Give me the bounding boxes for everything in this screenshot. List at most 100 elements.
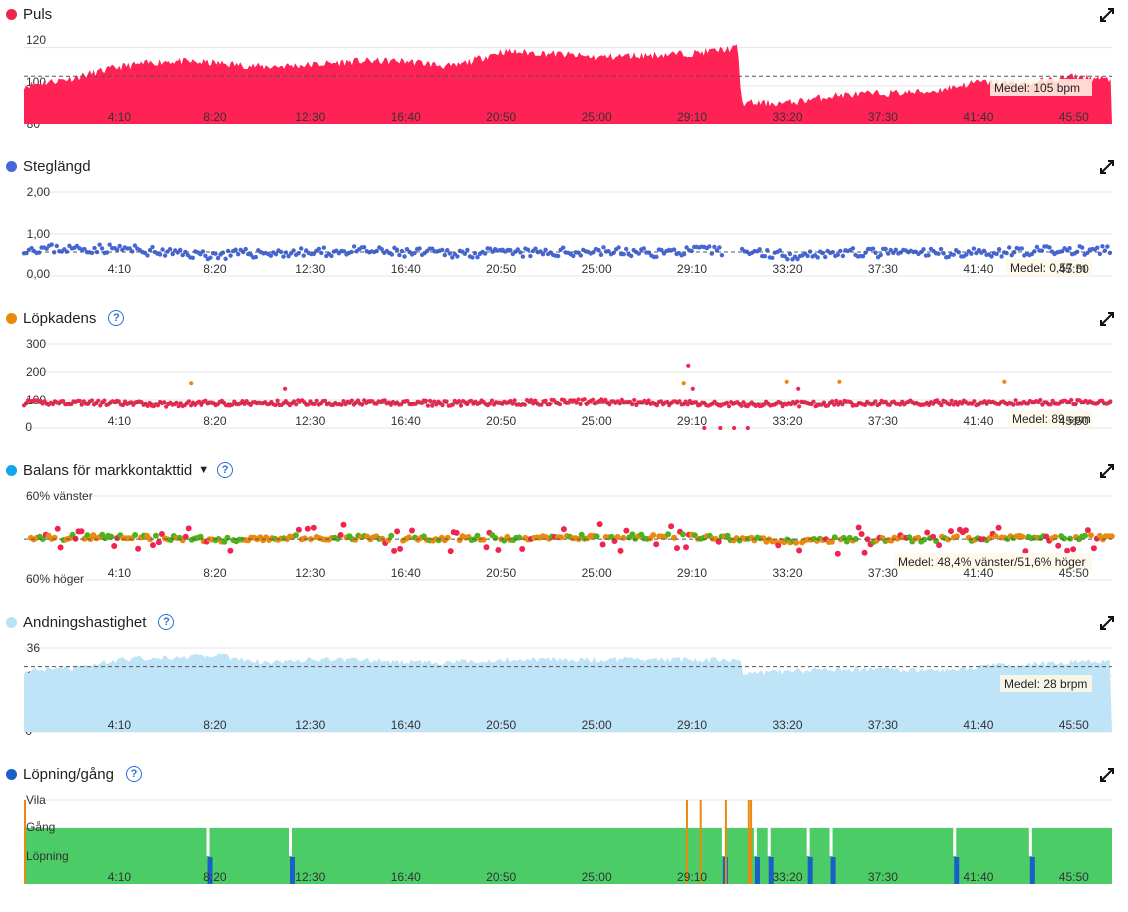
steglangd-point [659,247,664,253]
balans-point [671,534,678,541]
expand-icon[interactable] [1100,464,1114,478]
steglangd-point [104,250,110,255]
y-tick-label: 60% höger [26,572,84,586]
x-tick-label: 12:30 [295,262,325,276]
kadens-point [444,399,449,404]
average-label: Medel: 0,57 m [1010,261,1086,275]
steglangd-point [823,254,828,260]
steglangd-point [89,250,95,256]
steglangd-point [1007,245,1012,250]
x-tick-label: 37:30 [868,870,898,884]
steglangd-point [273,252,279,257]
balans-point [948,528,954,535]
kadens-point [273,402,278,408]
help-icon[interactable]: ? [108,310,125,326]
steglangd-point [533,246,538,251]
kadens-point [230,402,235,407]
steglangd-point [190,255,195,260]
kadens-point [863,402,868,407]
steglangd-point [115,247,120,252]
walk-marker [954,857,960,884]
steglangd-point [442,252,447,258]
kadens-point [533,398,538,403]
balans-point [828,538,835,545]
steglangd-point [508,247,513,253]
andning-panel: Andningshastighet ? 3624120Medel: 28 brp… [0,608,1128,760]
steglangd-point [964,252,969,257]
expand-icon[interactable] [1100,160,1114,174]
balans-point [197,533,204,540]
steglangd-point [616,245,621,250]
help-icon[interactable]: ? [158,614,175,630]
balans-point [715,538,722,545]
balans-point [724,532,731,539]
steglangd-point [684,245,689,250]
x-tick-label: 8:20 [203,110,227,124]
x-tick-label: 29:10 [677,870,707,884]
x-tick-label: 37:30 [868,262,898,276]
kadens-point [681,381,686,386]
steglangd-point [462,251,468,256]
kadens-point [690,386,695,391]
kadens-point [1002,379,1007,384]
steglangd-legend-dot [6,160,17,172]
steglangd-point [765,248,770,253]
andning-area [24,652,1112,732]
steglangd-point [996,247,1002,252]
balans-point [227,547,234,554]
y-tick-label: 120 [26,33,46,47]
walk-gap [721,828,725,856]
lopkadens-chart: 3002001000Medel: 89 spm4:108:2012:3016:4… [21,337,1113,434]
kadens-point [322,398,328,403]
steglangd-point [223,256,228,261]
balans-point [683,544,689,551]
expand-icon[interactable] [1100,312,1114,326]
average-box [894,553,1092,570]
steglangd-point [278,249,284,255]
steglangd-point [54,243,59,249]
steglangd-point [321,245,326,250]
x-tick-label: 8:20 [203,414,227,428]
kadens-point [456,399,462,404]
steglangd-point [286,254,291,259]
x-tick-label: 33:20 [772,870,802,884]
steglangd-point [213,251,218,256]
average-label: Medel: 48,4% vänster/51,6% höger [898,555,1085,569]
dropdown-caret-icon[interactable]: ▼ [198,464,210,476]
lopkadens-legend-dot [6,312,17,324]
balans-point [924,529,931,536]
kadens-point [489,398,495,403]
steglangd-point [611,250,616,256]
steglangd-point [397,252,402,258]
steglangd-point [36,250,42,255]
steglangd-point [243,246,248,252]
x-tick-label: 16:40 [391,870,421,884]
steglangd-point [487,246,493,251]
steglangd-point [351,244,357,249]
y-tick-label: 60% vänster [26,489,93,503]
steglangd-point [571,253,576,259]
x-tick-label: 20:50 [486,262,516,276]
balans-point [352,536,359,543]
kadens-point [784,379,789,384]
expand-icon[interactable] [1100,8,1114,22]
steglangd-point [860,254,866,259]
steglangd-point [787,251,793,257]
lopning-title: Löpning/gång [23,765,114,783]
steglangd-point [117,243,122,249]
kadens-point [654,403,660,408]
steglangd-point [629,253,634,259]
x-tick-label: 8:20 [203,718,227,732]
kadens-point [349,398,354,403]
expand-icon[interactable] [1100,768,1114,782]
steglangd-point [361,245,367,250]
kadens-point [275,398,280,403]
help-icon[interactable]: ? [125,766,142,782]
steglangd-point [1080,245,1085,250]
rest-marker [750,800,753,884]
steglangd-point [994,251,999,257]
expand-icon[interactable] [1100,616,1114,630]
steglangd-point [520,254,526,259]
help-icon[interactable]: ? [217,462,234,478]
kadens-point [837,379,842,384]
